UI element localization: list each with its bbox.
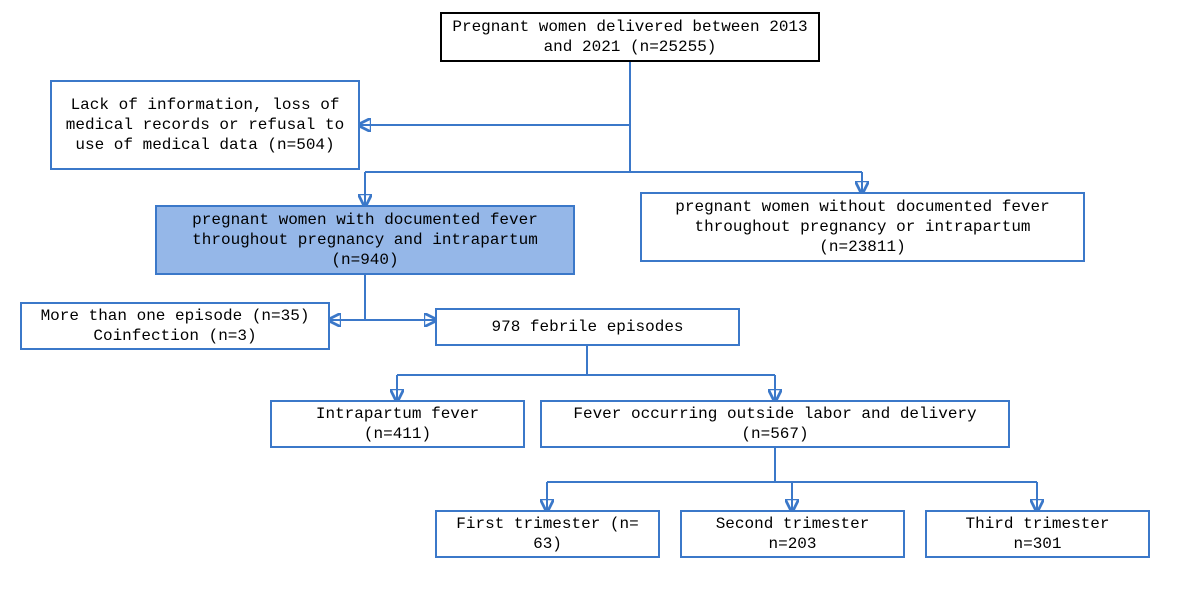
node-without-fever-label: pregnant women without documented fever … <box>652 197 1073 257</box>
node-outside-labor: Fever occurring outside labor and delive… <box>540 400 1010 448</box>
node-root: Pregnant women delivered between 2013 an… <box>440 12 820 62</box>
node-t3-label: Third trimester n=301 <box>937 514 1138 554</box>
node-with-fever-label: pregnant women with documented fever thr… <box>167 210 563 270</box>
node-t2-label: Second trimester n=203 <box>692 514 893 554</box>
node-without-fever: pregnant women without documented fever … <box>640 192 1085 262</box>
node-t1-label: First trimester (n= 63) <box>447 514 648 554</box>
node-intrapartum-fever: Intrapartum fever (n=411) <box>270 400 525 448</box>
node-episodes-label: 978 febrile episodes <box>491 317 683 337</box>
node-outside-label: Fever occurring outside labor and delive… <box>552 404 998 444</box>
flowchart-stage: Pregnant women delivered between 2013 an… <box>0 0 1200 595</box>
node-third-trimester: Third trimester n=301 <box>925 510 1150 558</box>
node-exclusion-records: Lack of information, loss of medical rec… <box>50 80 360 170</box>
node-exclusion-episodes: More than one episode (n=35) Coinfection… <box>20 302 330 350</box>
node-excl2-label: More than one episode (n=35) Coinfection… <box>32 306 318 346</box>
node-first-trimester: First trimester (n= 63) <box>435 510 660 558</box>
node-febrile-episodes: 978 febrile episodes <box>435 308 740 346</box>
node-excl1-label: Lack of information, loss of medical rec… <box>62 95 348 155</box>
node-second-trimester: Second trimester n=203 <box>680 510 905 558</box>
node-root-label: Pregnant women delivered between 2013 an… <box>452 17 808 57</box>
node-intrapartum-label: Intrapartum fever (n=411) <box>282 404 513 444</box>
node-with-fever: pregnant women with documented fever thr… <box>155 205 575 275</box>
